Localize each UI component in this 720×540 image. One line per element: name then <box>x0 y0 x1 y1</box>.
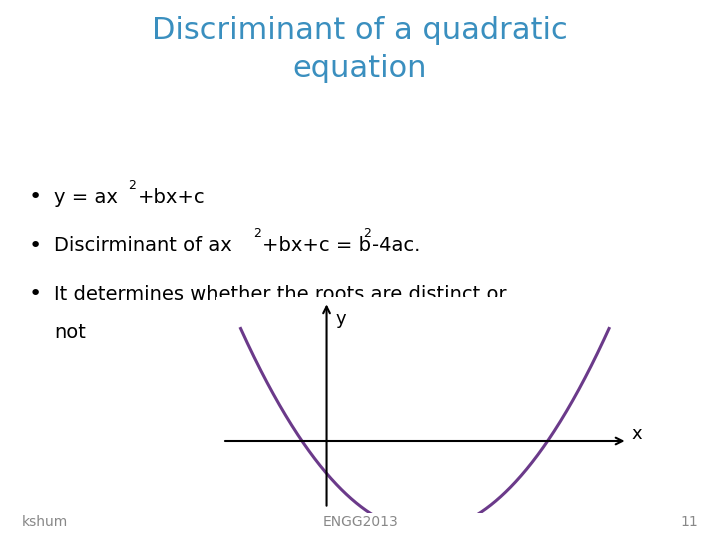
Text: Discirminant of ax: Discirminant of ax <box>54 236 232 255</box>
Text: 11: 11 <box>680 515 698 529</box>
Text: x: x <box>631 425 642 443</box>
Text: •: • <box>29 187 42 207</box>
Text: •: • <box>29 235 42 256</box>
Text: +bx+c = b: +bx+c = b <box>262 236 371 255</box>
Text: not: not <box>54 322 86 342</box>
Text: Discriminant of a quadratic
equation: Discriminant of a quadratic equation <box>152 16 568 83</box>
Text: 2: 2 <box>363 227 371 240</box>
Text: y = ax: y = ax <box>54 187 118 207</box>
Text: kshum: kshum <box>22 515 68 529</box>
Text: 2: 2 <box>253 227 261 240</box>
Text: +bx+c: +bx+c <box>138 187 205 207</box>
Text: It determines whether the roots are distinct or: It determines whether the roots are dist… <box>54 285 507 304</box>
Text: y: y <box>335 310 346 328</box>
Text: •: • <box>29 284 42 305</box>
Text: -4ac.: -4ac. <box>372 236 420 255</box>
Text: 2: 2 <box>128 179 136 192</box>
Text: ENGG2013: ENGG2013 <box>322 515 398 529</box>
